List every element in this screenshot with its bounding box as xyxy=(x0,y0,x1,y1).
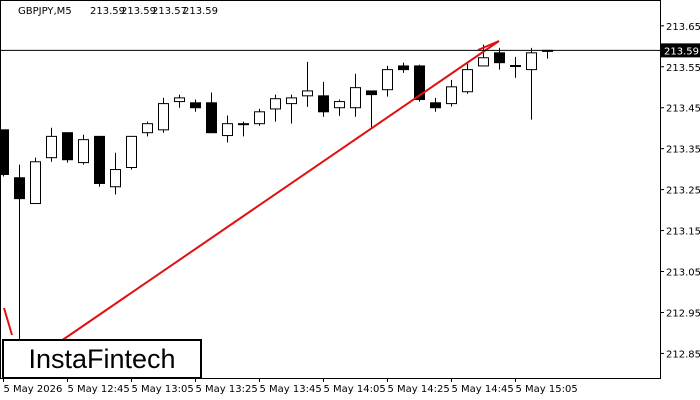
header-value: 213.59 xyxy=(183,6,218,17)
x-tick-label: 5 May 14:45 xyxy=(452,384,514,395)
candle-body xyxy=(318,95,329,113)
header-value: 213.57 xyxy=(152,6,187,17)
candle-body xyxy=(494,52,505,64)
candle-body xyxy=(254,111,265,125)
candle-body xyxy=(142,123,153,134)
logo-text: InstaFintech xyxy=(28,344,175,374)
candle-body xyxy=(62,132,73,161)
y-tick-label: 213.45 xyxy=(666,104,700,115)
pattern-lines xyxy=(3,40,500,353)
header-value: 213.59 xyxy=(121,6,156,17)
y-tick-label: 213.35 xyxy=(666,145,700,156)
price-label: 213.59 xyxy=(664,46,699,57)
candle-body xyxy=(286,97,297,105)
pattern-line xyxy=(44,40,500,353)
candle-body xyxy=(510,65,521,68)
x-tick-label: 5 May 14:25 xyxy=(388,384,450,395)
candle-body xyxy=(302,90,313,97)
pattern-line xyxy=(3,307,13,336)
candle-body xyxy=(238,123,249,126)
candle-body xyxy=(414,65,425,101)
candles xyxy=(0,44,553,374)
candle-body xyxy=(526,52,537,71)
candle-body xyxy=(46,135,57,159)
candle-body xyxy=(478,57,489,67)
candle-body xyxy=(158,103,169,131)
candle-body xyxy=(350,87,361,109)
candle-body xyxy=(78,139,89,164)
y-tick-label: 213.05 xyxy=(666,268,700,279)
x-tick-label: 5 May 2026 xyxy=(4,384,63,395)
candle-body xyxy=(126,135,137,168)
y-tick-label: 213.55 xyxy=(666,63,700,74)
x-tick-label: 5 May 13:05 xyxy=(132,384,194,395)
candle-body xyxy=(382,69,393,91)
candle-body xyxy=(94,135,105,184)
symbol: GBPJPY,M5 xyxy=(18,6,72,17)
candle-body xyxy=(270,98,281,110)
price-label-box xyxy=(660,43,700,58)
y-tick-label: 213.15 xyxy=(666,227,700,238)
candle-body xyxy=(30,161,41,205)
candle-body xyxy=(334,101,345,109)
candle-body xyxy=(430,102,441,109)
y-tick-label: 213.65 xyxy=(666,22,700,33)
y-tick-label: 212.85 xyxy=(666,349,700,360)
logo: InstaFintech xyxy=(2,339,202,379)
candle-body xyxy=(174,97,185,103)
candle-body xyxy=(206,102,217,134)
candle-body xyxy=(110,169,121,188)
x-tick-label: 5 May 12:45 xyxy=(68,384,130,395)
x-tick-label: 5 May 13:25 xyxy=(196,384,258,395)
header-value: 213.59 xyxy=(90,6,125,17)
y-tick-label: 212.95 xyxy=(666,308,700,319)
x-tick-label: 5 May 15:05 xyxy=(516,384,578,395)
candle-body xyxy=(0,129,9,175)
candle-body xyxy=(14,177,25,200)
candle-body xyxy=(190,102,201,109)
candle-body xyxy=(446,86,457,105)
candle-body xyxy=(366,90,377,96)
candle-body xyxy=(398,65,409,71)
candle-body xyxy=(462,69,473,93)
logo-box xyxy=(2,339,202,379)
candle-body xyxy=(222,123,233,137)
y-tick-label: 213.25 xyxy=(666,186,700,197)
x-tick-label: 5 May 13:45 xyxy=(260,384,322,395)
x-tick-label: 5 May 14:05 xyxy=(324,384,386,395)
